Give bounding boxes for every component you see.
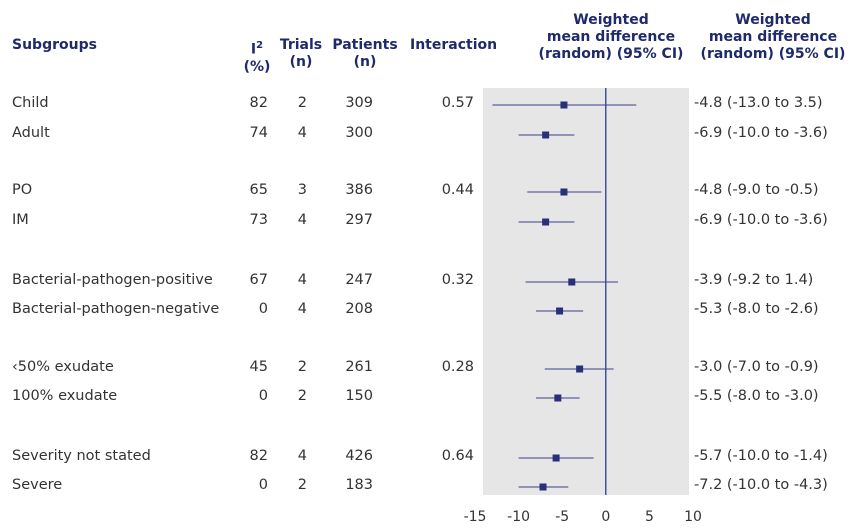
- x-tick-label: -10: [507, 509, 530, 525]
- row-patients: 247: [345, 272, 373, 288]
- header-wmd-values-line1: Weighted: [735, 12, 811, 28]
- header-wmd-plot-line3: (random) (95% CI): [538, 46, 684, 62]
- header-wmd-plot-line2: mean difference: [546, 29, 676, 45]
- plot-background: [483, 88, 689, 495]
- row-interaction: 0.28: [441, 359, 474, 375]
- row-ci-text: -3.9 (-9.2 to 1.4): [694, 272, 814, 288]
- header-i2-label: I: [250, 41, 257, 58]
- row-trials: 3: [297, 182, 307, 198]
- row-patients: 300: [345, 125, 373, 141]
- row-interaction: 0.64: [441, 448, 474, 464]
- point-estimate-marker: [542, 131, 550, 139]
- row-trials: 2: [297, 95, 307, 111]
- header-patients-label: Patients: [332, 37, 398, 53]
- header-wmd-plot: Weighted mean difference (random) (95% C…: [522, 12, 700, 63]
- row-trials: 4: [297, 212, 307, 228]
- x-tick-label: -5: [555, 509, 569, 525]
- point-estimate-marker: [542, 218, 550, 226]
- point-estimate-marker: [560, 101, 568, 109]
- row-label: Severe: [12, 477, 63, 493]
- row-ci-text: -4.8 (-9.0 to -0.5): [694, 182, 819, 198]
- header-wmd-values-line2: mean difference: [708, 29, 838, 45]
- header-i2-superscript: 2: [256, 40, 264, 51]
- header-wmd-values-line3: (random) (95% CI): [700, 46, 846, 62]
- row-label: 100% exudate: [12, 388, 118, 404]
- row-trials: 2: [297, 477, 307, 493]
- row-label: IM: [12, 212, 29, 228]
- row-i2: 82: [249, 95, 268, 111]
- point-estimate-marker: [560, 188, 568, 196]
- point-estimate-marker: [568, 278, 576, 286]
- row-patients: 309: [345, 95, 373, 111]
- point-estimate-marker: [554, 394, 562, 402]
- row-ci-text: -3.0 (-7.0 to -0.9): [694, 359, 819, 375]
- row-patients: 150: [345, 388, 373, 404]
- row-ci-text: -5.3 (-8.0 to -2.6): [694, 301, 819, 317]
- row-ci-text: -7.2 (-10.0 to -4.3): [694, 477, 828, 493]
- x-tick-label: 10: [684, 509, 702, 525]
- row-label: Child: [12, 95, 49, 111]
- row-label: Adult: [12, 125, 50, 141]
- header-trials-label: Trials: [279, 37, 323, 53]
- row-interaction: 0.57: [441, 95, 474, 111]
- row-label: Bacterial-pathogen-positive: [12, 272, 213, 288]
- row-i2: 67: [249, 272, 268, 288]
- row-i2: 74: [249, 125, 268, 141]
- row-ci-text: -6.9 (-10.0 to -3.6): [694, 125, 828, 141]
- row-trials: 4: [297, 272, 307, 288]
- row-interaction: 0.32: [441, 272, 474, 288]
- row-ci-text: -5.5 (-8.0 to -3.0): [694, 388, 819, 404]
- row-i2: 0: [258, 388, 268, 404]
- row-trials: 4: [297, 125, 307, 141]
- point-estimate-marker: [556, 307, 564, 315]
- row-i2: 0: [258, 477, 268, 493]
- row-label: ‹50% exudate: [12, 359, 114, 375]
- row-patients: 183: [345, 477, 373, 493]
- x-tick-label: -15: [464, 509, 487, 525]
- row-label: PO: [12, 182, 33, 198]
- row-trials: 2: [297, 359, 307, 375]
- x-tick-label: 5: [645, 509, 654, 525]
- row-label: Bacterial-pathogen-negative: [12, 301, 220, 317]
- x-tick-label: 0: [601, 509, 610, 525]
- row-i2: 82: [249, 448, 268, 464]
- row-patients: 386: [345, 182, 373, 198]
- row-patients: 297: [345, 212, 373, 228]
- header-interaction: Interaction: [410, 37, 498, 53]
- header-i2: I2 (%): [240, 37, 274, 76]
- row-trials: 2: [297, 388, 307, 404]
- point-estimate-marker: [539, 483, 547, 491]
- row-i2: 73: [249, 212, 268, 228]
- header-subgroups: Subgroups: [12, 37, 97, 53]
- row-patients: 261: [345, 359, 373, 375]
- row-trials: 4: [297, 448, 307, 464]
- point-estimate-marker: [576, 365, 584, 373]
- row-i2: 45: [249, 359, 268, 375]
- row-ci-text: -6.9 (-10.0 to -3.6): [694, 212, 828, 228]
- header-i2-unit: (%): [243, 58, 271, 75]
- header-patients-unit: (n): [353, 54, 377, 70]
- row-ci-text: -4.8 (-13.0 to 3.5): [694, 95, 823, 111]
- header-trials-unit: (n): [289, 54, 313, 70]
- row-i2: 65: [249, 182, 268, 198]
- row-interaction: 0.44: [441, 182, 474, 198]
- header-wmd-plot-line1: Weighted: [573, 12, 649, 28]
- row-patients: 426: [345, 448, 373, 464]
- row-ci-text: -5.7 (-10.0 to -1.4): [694, 448, 828, 464]
- row-i2: 0: [258, 301, 268, 317]
- point-estimate-marker: [552, 454, 560, 462]
- header-wmd-values: Weighted mean difference (random) (95% C…: [698, 12, 848, 63]
- header-patients: Patients (n): [328, 37, 402, 71]
- row-label: Severity not stated: [12, 448, 151, 464]
- header-trials: Trials (n): [274, 37, 328, 71]
- row-patients: 208: [345, 301, 373, 317]
- row-trials: 4: [297, 301, 307, 317]
